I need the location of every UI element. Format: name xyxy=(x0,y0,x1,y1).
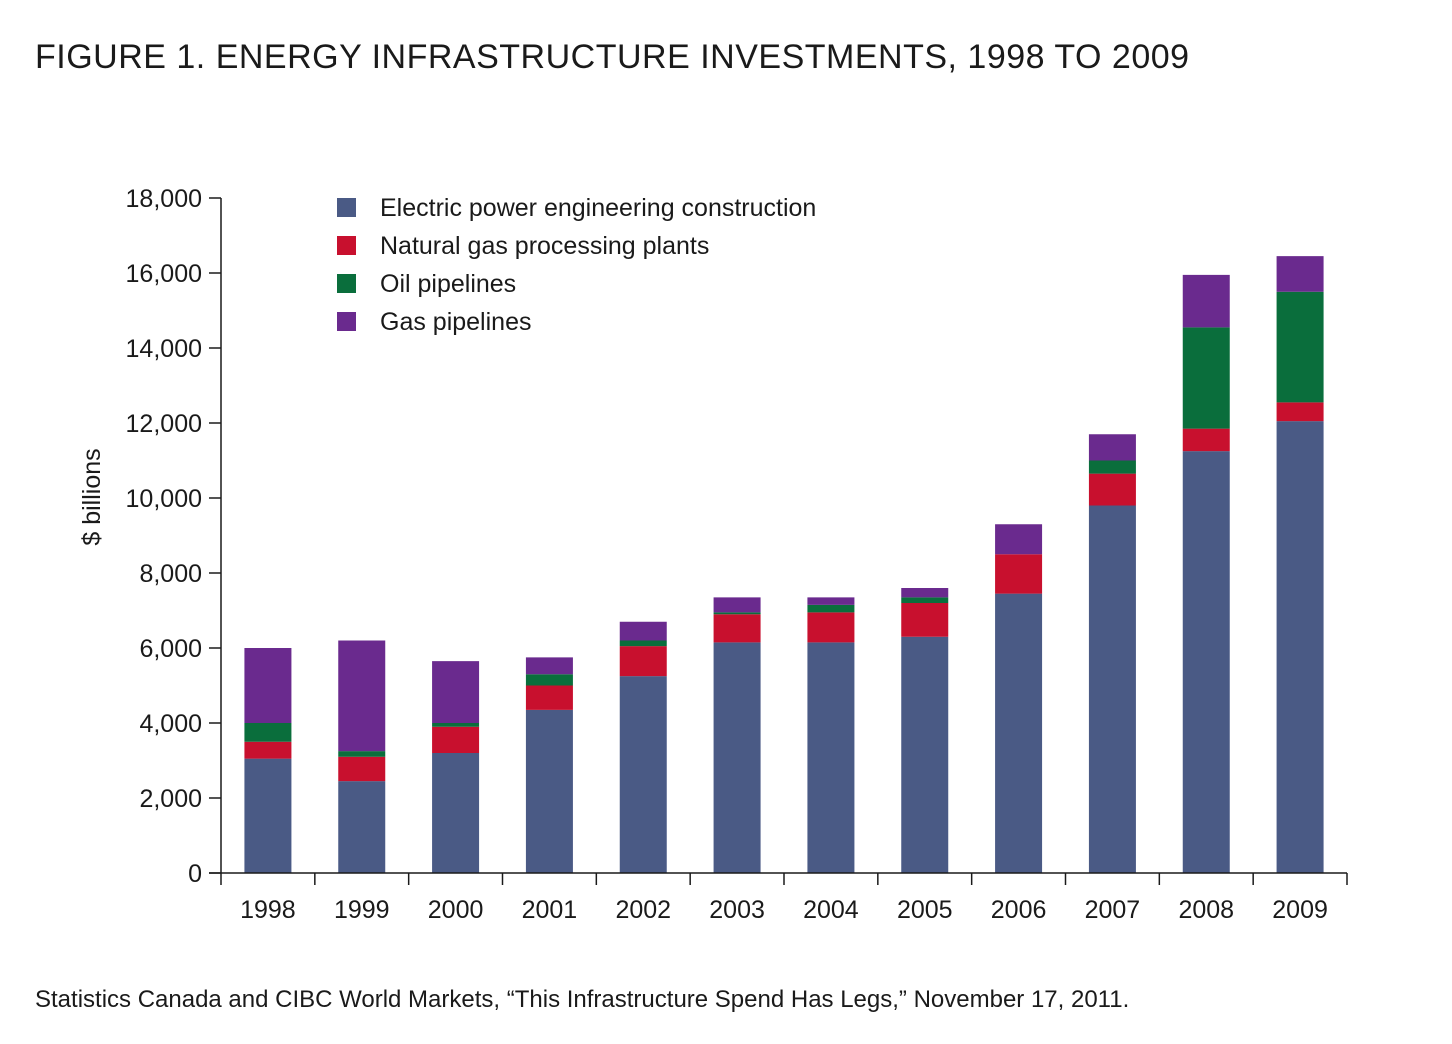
axes-layer: 0 2,000 4,000 6,000 8,000 10,000 12,000 14,000 1… xyxy=(126,185,1348,924)
legend-label: Oil pipelines xyxy=(380,270,516,298)
bar-segment-2009-series-3 xyxy=(1276,256,1324,292)
bar-segment-2007-series-3 xyxy=(1088,434,1136,461)
y-tick-label: 10,000 xyxy=(126,485,202,513)
bar-segment-2004-series-1 xyxy=(807,612,855,643)
bar-segment-2007-series-1 xyxy=(1088,473,1136,506)
bar-segment-2000-series-1 xyxy=(432,726,480,753)
x-tick-label: 2004 xyxy=(803,896,859,924)
bar-segment-2008-series-0 xyxy=(1182,451,1230,874)
y-tick-label: 8,000 xyxy=(139,560,202,588)
bar-segment-2001-series-1 xyxy=(525,685,573,710)
x-tick-label: 2001 xyxy=(522,896,578,924)
x-tick-label: 2006 xyxy=(991,896,1047,924)
bar-segment-1998-series-0 xyxy=(244,758,292,874)
legend: Electric power engineering construction N… xyxy=(337,194,816,336)
y-tick-label: 0 xyxy=(188,860,202,888)
y-tick-label: 18,000 xyxy=(126,185,202,213)
bar-segment-2009-series-0 xyxy=(1276,421,1324,873)
bar-segment-2005-series-1 xyxy=(901,603,949,637)
y-axis-title: $ billions xyxy=(78,448,106,545)
bar-segment-2005-series-0 xyxy=(901,636,949,873)
bar-segment-2001-series-3 xyxy=(525,657,573,675)
bar-segment-2003-series-2 xyxy=(713,612,761,615)
legend-swatch xyxy=(337,312,356,331)
y-tick-label: 12,000 xyxy=(126,410,202,438)
bar-segment-2006-series-0 xyxy=(995,593,1043,874)
bar-segment-2005-series-2 xyxy=(901,597,949,604)
source-note: Statistics Canada and CIBC World Markets… xyxy=(35,986,1130,1013)
x-tick-label: 2005 xyxy=(897,896,953,924)
bar-segment-2006-series-1 xyxy=(995,554,1043,594)
bar-segment-2003-series-1 xyxy=(713,614,761,643)
bar-segment-2003-series-0 xyxy=(713,642,761,874)
x-tick-label: 1999 xyxy=(334,896,390,924)
bar-segment-2002-series-1 xyxy=(619,646,667,677)
bar-segment-1998-series-1 xyxy=(244,741,292,759)
bar-segment-2004-series-3 xyxy=(807,597,855,605)
bar-segment-2008-series-3 xyxy=(1182,274,1230,328)
legend-label: Electric power engineering construction xyxy=(380,194,816,222)
bars-layer xyxy=(244,256,1324,874)
bar-segment-2001-series-2 xyxy=(525,674,573,686)
y-tick-label: 14,000 xyxy=(126,335,202,363)
bar-segment-2005-series-3 xyxy=(901,588,949,598)
legend-swatch xyxy=(337,274,356,293)
x-tick-label: 2009 xyxy=(1272,896,1328,924)
bar-segment-2008-series-2 xyxy=(1182,327,1230,429)
bar-segment-2008-series-1 xyxy=(1182,428,1230,452)
bar-segment-2009-series-1 xyxy=(1276,402,1324,422)
bar-segment-1998-series-3 xyxy=(244,648,292,723)
x-tick-label: 2000 xyxy=(428,896,484,924)
x-tick-label: 2002 xyxy=(615,896,671,924)
y-tick-label: 6,000 xyxy=(139,635,202,663)
bar-segment-1999-series-2 xyxy=(338,751,386,757)
x-tick-label: 1998 xyxy=(240,896,296,924)
bar-segment-2002-series-2 xyxy=(619,640,667,647)
bar-segment-2000-series-2 xyxy=(432,723,480,727)
figure-title: FIGURE 1. ENERGY INFRASTRUCTURE INVESTME… xyxy=(35,38,1190,76)
bar-segment-2007-series-2 xyxy=(1088,460,1136,474)
y-tick-label: 4,000 xyxy=(139,710,202,738)
bar-segment-1999-series-1 xyxy=(338,756,386,782)
y-tick-label: 2,000 xyxy=(139,785,202,813)
bar-segment-2001-series-0 xyxy=(525,709,573,874)
bar-segment-2000-series-0 xyxy=(432,753,480,873)
x-tick-label: 2003 xyxy=(709,896,765,924)
legend-swatch xyxy=(337,236,356,255)
legend-label: Gas pipelines xyxy=(380,308,531,336)
legend-label: Natural gas processing plants xyxy=(380,232,709,260)
bar-segment-2002-series-3 xyxy=(619,621,667,641)
bar-segment-2004-series-2 xyxy=(807,604,855,613)
bar-segment-2000-series-3 xyxy=(432,661,480,724)
x-tick-label: 2007 xyxy=(1085,896,1141,924)
x-tick-label: 2008 xyxy=(1178,896,1234,924)
bar-segment-2003-series-3 xyxy=(713,597,761,613)
bar-segment-1999-series-0 xyxy=(338,781,386,874)
bar-segment-2002-series-0 xyxy=(619,676,667,874)
y-tick-label: 16,000 xyxy=(126,260,202,288)
bar-segment-1999-series-3 xyxy=(338,640,386,752)
legend-swatch xyxy=(337,198,356,217)
bar-segment-2007-series-0 xyxy=(1088,505,1136,873)
bar-segment-1998-series-2 xyxy=(244,723,292,742)
bar-segment-2009-series-2 xyxy=(1276,291,1324,403)
bar-segment-2004-series-0 xyxy=(807,642,855,874)
bar-segment-2006-series-3 xyxy=(995,524,1043,555)
